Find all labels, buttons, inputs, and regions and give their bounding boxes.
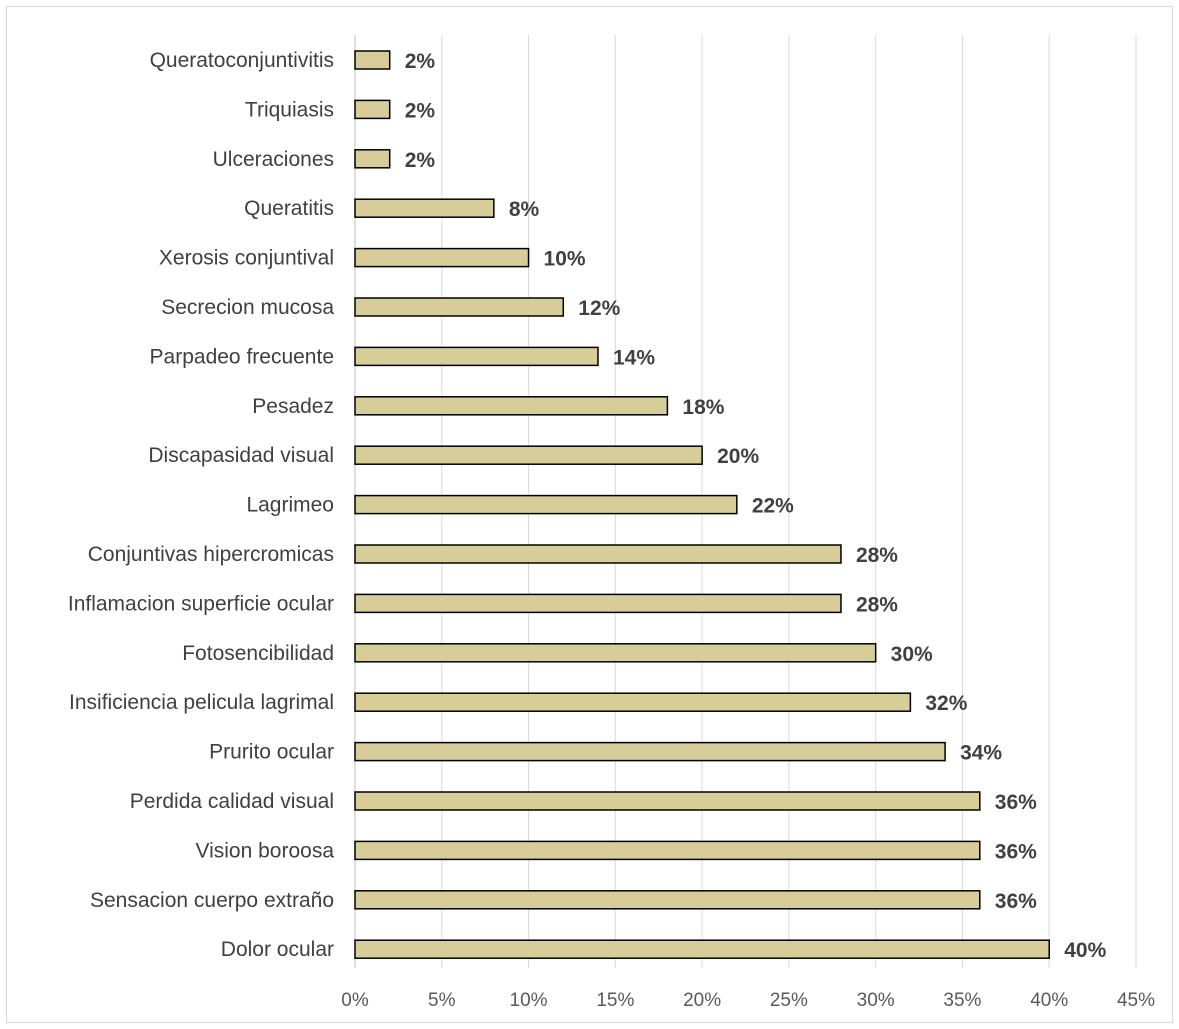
- bar: [354, 247, 530, 268]
- bar: [354, 346, 599, 367]
- bar: [354, 544, 842, 564]
- category-label: Perdida calidad visual: [130, 790, 334, 813]
- category-label: Fotosencibilidad: [182, 642, 334, 665]
- category-label: Xerosis conjuntival: [159, 247, 334, 270]
- bar: [354, 791, 981, 811]
- x-tick-label: 5%: [428, 990, 456, 1011]
- category-label: Lagrimeo: [246, 494, 334, 517]
- category-label: Triquiasis: [245, 98, 334, 121]
- bar: [354, 741, 946, 762]
- bar: [354, 445, 703, 465]
- category-label: Parpadeo frecuente: [150, 345, 334, 368]
- data-label: 2%: [405, 149, 436, 172]
- data-label: 34%: [960, 742, 1002, 765]
- category-label: Prurito ocular: [209, 741, 334, 764]
- bar: [354, 297, 565, 317]
- x-tick-label: 15%: [596, 990, 634, 1011]
- x-tick-label: 45%: [1117, 990, 1155, 1011]
- x-tick-label: 40%: [1030, 990, 1068, 1011]
- x-tick-label: 20%: [683, 990, 721, 1011]
- x-tick-label: 35%: [943, 990, 981, 1011]
- data-label: 10%: [544, 248, 586, 271]
- bar: [354, 890, 981, 910]
- x-axis-tick-labels: 0% 5% 10% 15% 20% 25% 30% 35% 40% 45%: [341, 990, 1155, 1011]
- category-label: Vision boroosa: [195, 839, 334, 862]
- category-label: Queratitis: [244, 197, 334, 220]
- data-label: 2%: [405, 50, 436, 73]
- category-label: Sensacion cuerpo extraño: [90, 889, 334, 912]
- data-label: 32%: [925, 692, 967, 715]
- category-label: Ulceraciones: [213, 148, 334, 171]
- data-label: 36%: [995, 840, 1037, 863]
- bar: [354, 643, 877, 663]
- category-label: Secrecion mucosa: [161, 296, 334, 319]
- category-label: Dolor ocular: [221, 938, 334, 961]
- data-label: 36%: [995, 791, 1037, 814]
- data-label: 18%: [682, 396, 724, 419]
- bar: [354, 50, 391, 70]
- bar: [354, 939, 1050, 959]
- category-label: Pesadez: [252, 395, 334, 418]
- data-label: 28%: [856, 593, 898, 616]
- bar: [354, 692, 912, 712]
- data-label: 14%: [613, 346, 655, 369]
- category-label: Insificiencia pelicula lagrimal: [69, 691, 334, 714]
- data-label: 40%: [1064, 939, 1106, 962]
- data-label: 30%: [891, 643, 933, 666]
- bar: [354, 840, 981, 861]
- bar: [354, 593, 842, 614]
- data-label: 22%: [752, 495, 794, 518]
- bar: [354, 198, 495, 218]
- value-labels: 2% 2% 2% 8% 10% 12% 14% 18% 20% 22% 28% 28% 30% 32% 34…: [405, 50, 1107, 962]
- category-label: Inflamacion superficie ocular: [68, 592, 334, 615]
- data-label: 36%: [995, 890, 1037, 913]
- data-label: 2%: [405, 99, 436, 122]
- category-label: Discapasidad visual: [148, 444, 334, 467]
- category-label: Queratoconjuntivitis: [150, 49, 334, 72]
- x-tick-label: 30%: [857, 990, 895, 1011]
- data-label: 28%: [856, 544, 898, 567]
- x-tick-label: 10%: [510, 990, 548, 1011]
- data-label: 12%: [578, 297, 620, 320]
- x-tick-label: 0%: [341, 990, 369, 1011]
- bar: [354, 396, 669, 416]
- bar: [354, 494, 738, 515]
- bar: [354, 99, 391, 120]
- data-label: 8%: [509, 198, 540, 221]
- x-tick-label: 25%: [770, 990, 808, 1011]
- bar: [354, 149, 391, 169]
- category-labels: Queratoconjuntivitis Triquiasis Ulceracion…: [68, 49, 334, 961]
- bar-series: [354, 50, 1050, 959]
- data-label: 20%: [717, 445, 759, 468]
- category-label: Conjuntivas hipercromicas: [88, 543, 334, 566]
